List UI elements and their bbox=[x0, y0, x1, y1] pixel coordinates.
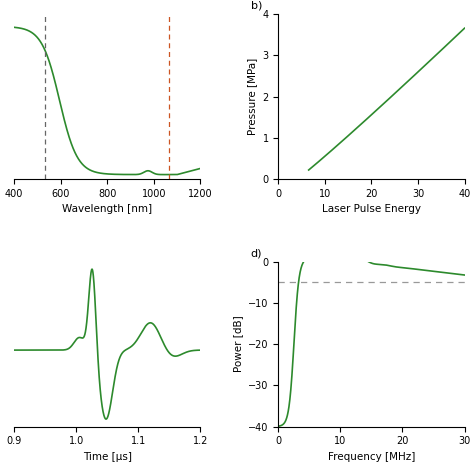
X-axis label: Wavelength [nm]: Wavelength [nm] bbox=[62, 204, 152, 214]
X-axis label: Laser Pulse Energy: Laser Pulse Energy bbox=[322, 204, 421, 214]
Text: d): d) bbox=[251, 248, 262, 258]
Text: b): b) bbox=[251, 1, 262, 11]
Y-axis label: Power [dB]: Power [dB] bbox=[233, 316, 243, 373]
Y-axis label: Pressure [MPa]: Pressure [MPa] bbox=[247, 58, 257, 135]
X-axis label: Frequency [MHz]: Frequency [MHz] bbox=[328, 452, 415, 462]
X-axis label: Time [μs]: Time [μs] bbox=[83, 452, 132, 462]
